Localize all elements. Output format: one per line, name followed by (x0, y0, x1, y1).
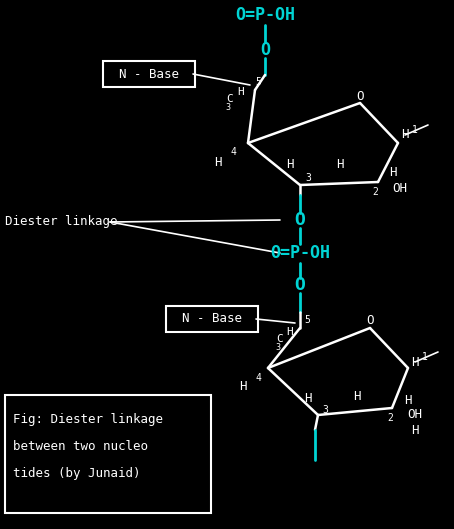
Text: 3: 3 (305, 173, 311, 183)
Text: 4: 4 (230, 147, 236, 157)
Text: H: H (214, 156, 222, 169)
Text: 3: 3 (226, 103, 231, 112)
Text: H: H (404, 394, 412, 406)
Text: H: H (286, 327, 293, 337)
Text: O: O (295, 211, 306, 229)
Text: OH: OH (393, 181, 408, 195)
Text: OH: OH (408, 408, 423, 422)
Text: Diester linkage: Diester linkage (5, 215, 118, 229)
Text: 2: 2 (387, 413, 393, 423)
Text: H: H (353, 389, 361, 403)
Text: 1: 1 (412, 125, 418, 135)
Text: C: C (227, 94, 233, 104)
Text: 1: 1 (422, 352, 428, 362)
Text: H: H (239, 380, 247, 394)
Text: 4: 4 (255, 373, 261, 383)
Text: O: O (356, 89, 364, 103)
Text: O=P-OH: O=P-OH (270, 244, 330, 262)
Text: O=P-OH: O=P-OH (235, 6, 295, 24)
Text: H: H (286, 159, 294, 171)
Text: H: H (304, 391, 312, 405)
Text: between two nucleo: between two nucleo (13, 441, 148, 453)
Text: C: C (276, 334, 283, 344)
Text: 3: 3 (322, 405, 328, 415)
Text: H: H (411, 355, 419, 369)
Text: H: H (336, 159, 344, 171)
Text: 5: 5 (255, 77, 261, 87)
Text: N - Base: N - Base (182, 313, 242, 325)
Text: O: O (366, 315, 374, 327)
Text: H: H (401, 129, 409, 141)
Text: 5: 5 (304, 315, 310, 325)
Text: 3: 3 (276, 342, 281, 351)
Text: H: H (389, 167, 397, 179)
Text: O: O (260, 41, 270, 59)
Text: N - Base: N - Base (119, 68, 179, 80)
Text: 2: 2 (372, 187, 378, 197)
Text: H: H (237, 87, 244, 97)
Text: O: O (295, 276, 306, 294)
Text: H: H (411, 424, 419, 436)
Text: Fig: Diester linkage: Fig: Diester linkage (13, 414, 163, 426)
Text: tides (by Junaid): tides (by Junaid) (13, 467, 140, 479)
